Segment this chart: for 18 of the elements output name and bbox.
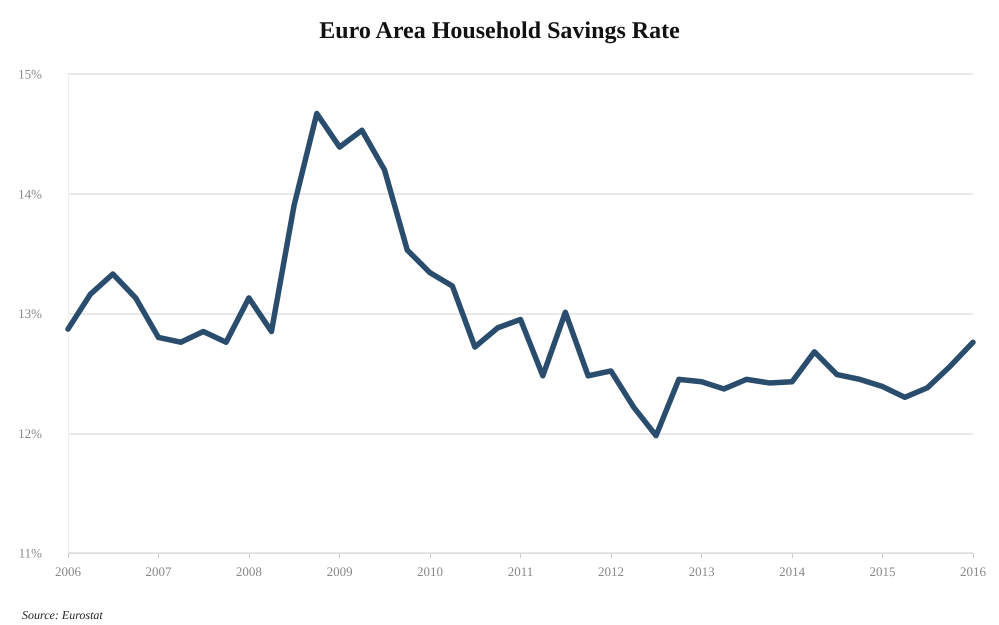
x-tick-label: 2011: [508, 564, 534, 579]
x-tick-label: 2009: [326, 564, 353, 579]
x-tick-label: 2007: [145, 564, 172, 579]
x-tick-label: 2012: [598, 564, 624, 579]
x-tick-label: 2010: [417, 564, 444, 579]
y-tick-label: 12%: [18, 426, 42, 441]
x-tick-label: 2013: [688, 564, 715, 579]
x-tick-label: 2006: [55, 564, 82, 579]
y-tick-label: 11%: [18, 546, 42, 560]
source-note: Source: Eurostat: [22, 608, 104, 622]
chart-title: Euro Area Household Savings Rate: [319, 18, 680, 44]
y-tick-label: 15%: [18, 66, 42, 82]
x-tick-label: 2014: [779, 564, 806, 579]
y-tick-label: 13%: [18, 306, 42, 321]
x-tick-label: 2015: [870, 564, 896, 579]
x-tick-label: 2016: [960, 564, 986, 579]
x-tick-label: 2008: [236, 564, 262, 579]
y-tick-label: 14%: [18, 186, 42, 202]
